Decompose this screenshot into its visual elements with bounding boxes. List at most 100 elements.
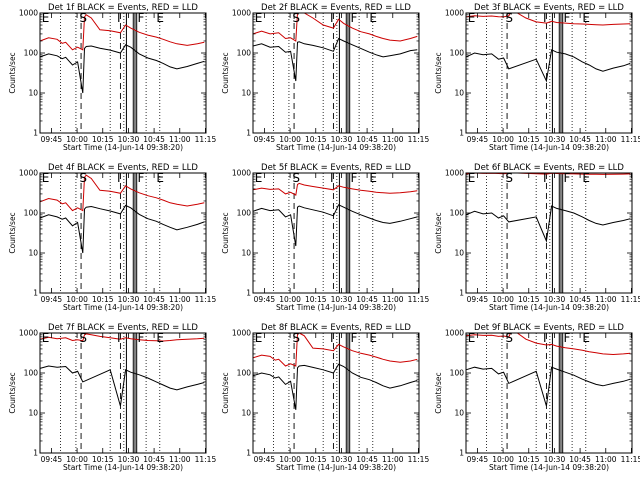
plot-frame bbox=[465, 12, 633, 134]
y-axis-label: Counts/sec bbox=[221, 212, 230, 253]
x-tick-label: 10:30 bbox=[118, 455, 140, 464]
y-tick-label: 100 bbox=[24, 49, 39, 58]
plot-frame bbox=[465, 332, 633, 454]
x-tick-label: 10:15 bbox=[92, 455, 114, 464]
panel-det-7: 1 10 100 1000 09:45 10:00 10:15 10:30 10:45 11:00… bbox=[8, 323, 216, 472]
region-label: E bbox=[582, 171, 590, 185]
region-label: F bbox=[138, 331, 145, 345]
x-tick-label: 09:45 bbox=[467, 135, 489, 144]
x-axis-label: Start Time (14-Jun-14 09:38:20) bbox=[489, 303, 609, 312]
x-tick-label: 10:15 bbox=[305, 455, 327, 464]
x-tick-label: 10:15 bbox=[305, 295, 327, 304]
series-line-lld bbox=[252, 182, 418, 196]
region-label: S bbox=[79, 11, 87, 25]
x-tick-label: 10:00 bbox=[492, 455, 514, 464]
region-label: E bbox=[42, 331, 50, 345]
region-label: S bbox=[292, 171, 300, 185]
panel-det-6: 1 10 100 1000 09:45 10:00 10:15 10:30 10:45 11:00… bbox=[434, 163, 640, 312]
y-tick-label: 10 bbox=[454, 249, 464, 258]
region-label: I bbox=[330, 171, 334, 185]
plot-frame bbox=[39, 332, 207, 454]
panel-det-4: 1 10 100 1000 09:45 10:00 10:15 10:30 10:45 11:00… bbox=[8, 163, 216, 312]
region-label: E bbox=[42, 171, 50, 185]
x-tick-label: 10:00 bbox=[66, 455, 88, 464]
panel-det-2: 1 10 100 1000 09:45 10:00 10:15 10:30 10:45 11:00… bbox=[221, 3, 429, 152]
y-tick-label: 1000 bbox=[445, 329, 464, 338]
series-line-lld bbox=[252, 12, 418, 42]
series-line-events bbox=[39, 44, 205, 94]
y-tick-label: 1 bbox=[33, 289, 38, 298]
y-tick-label: 1 bbox=[459, 289, 464, 298]
y-tick-label: 10 bbox=[241, 409, 251, 418]
region-label: F bbox=[564, 171, 571, 185]
region-label: E bbox=[156, 171, 164, 185]
y-tick-label: 100 bbox=[237, 369, 252, 378]
region-label: F bbox=[351, 171, 358, 185]
x-tick-label: 11:15 bbox=[408, 455, 430, 464]
x-tick-label: 10:30 bbox=[544, 135, 566, 144]
x-tick-label: 11:00 bbox=[169, 135, 191, 144]
y-tick-label: 1 bbox=[246, 449, 251, 458]
y-tick-label: 1000 bbox=[19, 169, 38, 178]
region-label: I bbox=[543, 11, 547, 25]
panel-title: Det 3f BLACK = Events, RED = LLD bbox=[474, 3, 624, 13]
x-tick-label: 11:15 bbox=[195, 295, 217, 304]
y-tick-label: 100 bbox=[24, 369, 39, 378]
x-tick-label: 10:30 bbox=[331, 455, 353, 464]
region-label: E bbox=[582, 11, 590, 25]
x-tick-label: 10:30 bbox=[544, 295, 566, 304]
region-label: S bbox=[79, 331, 87, 345]
x-tick-label: 10:00 bbox=[66, 295, 88, 304]
y-tick-label: 10 bbox=[28, 89, 38, 98]
y-tick-label: 1 bbox=[246, 289, 251, 298]
y-axis-label: Counts/sec bbox=[434, 52, 443, 93]
x-tick-label: 11:15 bbox=[408, 295, 430, 304]
y-tick-label: 100 bbox=[24, 209, 39, 218]
y-tick-label: 10 bbox=[28, 249, 38, 258]
panel-title: Det 7f BLACK = Events, RED = LLD bbox=[48, 323, 198, 333]
x-tick-label: 11:15 bbox=[195, 135, 217, 144]
panel-title: Det 9f BLACK = Events, RED = LLD bbox=[474, 323, 624, 333]
y-tick-label: 1000 bbox=[19, 329, 38, 338]
x-tick-label: 10:00 bbox=[279, 455, 301, 464]
x-tick-label: 09:45 bbox=[467, 295, 489, 304]
y-axis-label: Counts/sec bbox=[221, 52, 230, 93]
x-tick-label: 10:15 bbox=[305, 135, 327, 144]
x-tick-label: 11:00 bbox=[169, 295, 191, 304]
y-tick-label: 1000 bbox=[19, 9, 38, 18]
x-tick-label: 10:45 bbox=[143, 455, 165, 464]
x-tick-label: 10:30 bbox=[331, 135, 353, 144]
series-line-events bbox=[39, 365, 205, 407]
x-tick-label: 10:15 bbox=[92, 135, 114, 144]
x-axis-label: Start Time (14-Jun-14 09:38:20) bbox=[276, 143, 396, 152]
region-label: E bbox=[156, 11, 164, 25]
series-line-lld bbox=[39, 14, 205, 51]
region-label: I bbox=[117, 171, 121, 185]
region-label: E bbox=[369, 11, 377, 25]
panel-det-9: 1 10 100 1000 09:45 10:00 10:15 10:30 10:45 11:00… bbox=[434, 323, 640, 472]
region-label: E bbox=[369, 171, 377, 185]
region-label: E bbox=[468, 171, 476, 185]
x-tick-label: 11:15 bbox=[195, 455, 217, 464]
y-tick-label: 10 bbox=[241, 249, 251, 258]
x-tick-label: 11:00 bbox=[382, 455, 404, 464]
region-label: E bbox=[42, 11, 50, 25]
region-label: E bbox=[582, 331, 590, 345]
y-axis-label: Counts/sec bbox=[8, 212, 17, 253]
x-tick-label: 10:15 bbox=[518, 135, 540, 144]
panel-title: Det 2f BLACK = Events, RED = LLD bbox=[261, 3, 411, 13]
series-line-events bbox=[465, 49, 631, 83]
x-axis-label: Start Time (14-Jun-14 09:38:20) bbox=[276, 463, 396, 472]
x-tick-label: 10:45 bbox=[143, 135, 165, 144]
x-tick-label: 09:45 bbox=[41, 135, 63, 144]
region-label: I bbox=[330, 331, 334, 345]
region-label: S bbox=[505, 11, 513, 25]
region-label: F bbox=[564, 331, 571, 345]
series-line-lld bbox=[39, 333, 205, 342]
x-tick-label: 10:15 bbox=[518, 455, 540, 464]
series-line-lld bbox=[252, 332, 418, 367]
panel-det-8: 1 10 100 1000 09:45 10:00 10:15 10:30 10:45 11:00… bbox=[221, 323, 429, 472]
x-tick-label: 10:00 bbox=[279, 295, 301, 304]
region-label: E bbox=[255, 11, 263, 25]
y-tick-label: 1 bbox=[33, 129, 38, 138]
